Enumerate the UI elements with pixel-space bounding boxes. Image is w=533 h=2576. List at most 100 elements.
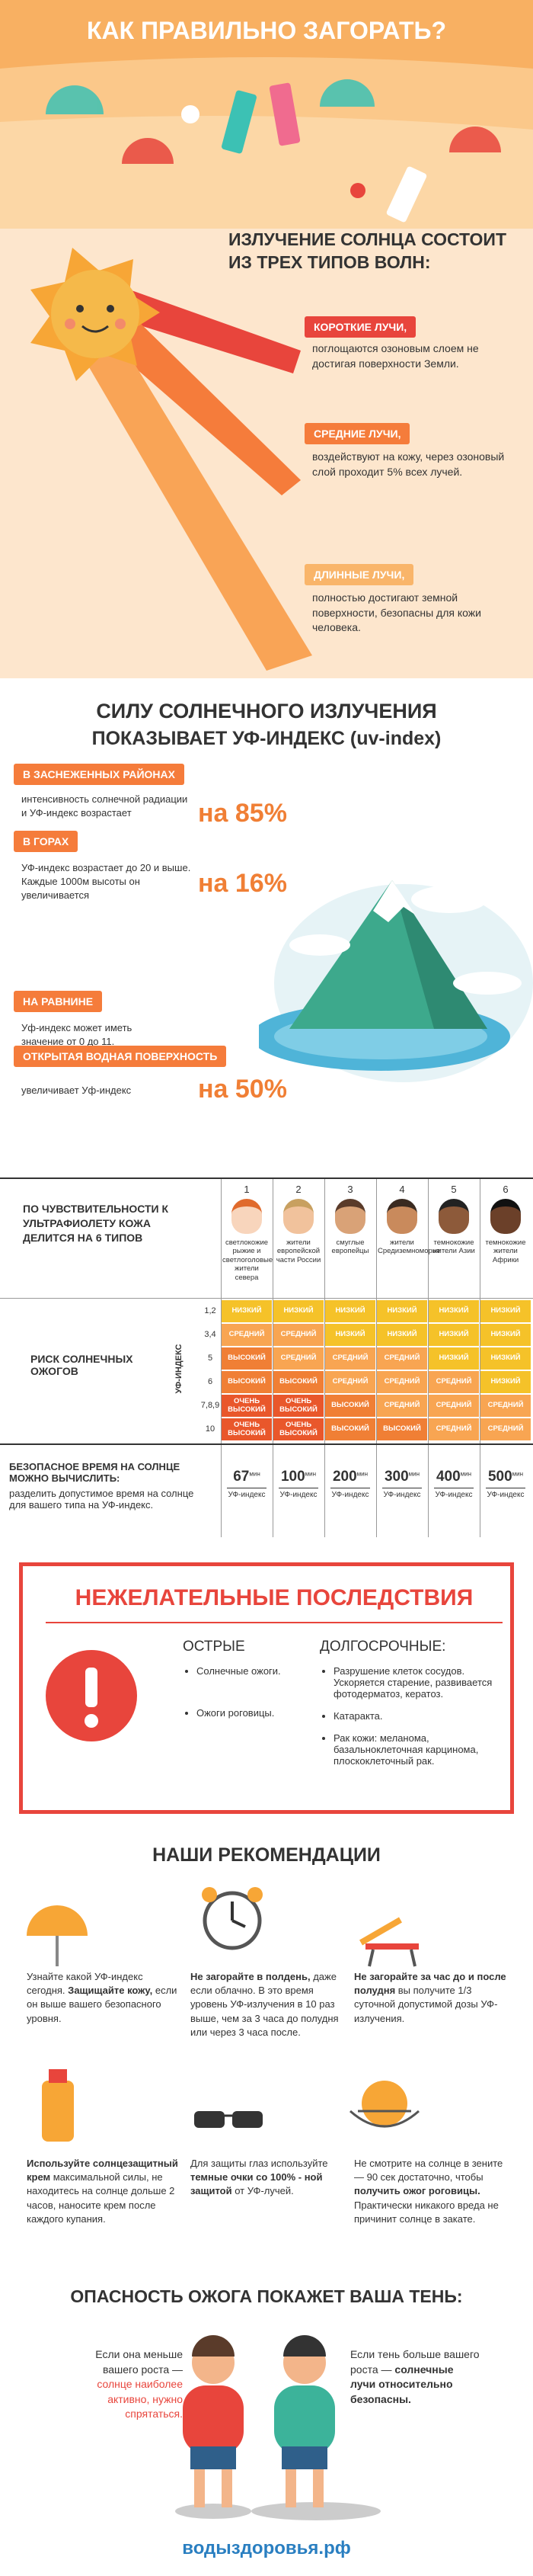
uv-value: 10 (205, 1424, 215, 1434)
type-number: 6 (503, 1184, 509, 1195)
uv-value: 6 (207, 1377, 213, 1386)
text-part: Если она меньше вашего роста — (95, 2348, 183, 2376)
footer-site: водыздоровья.рф (182, 2538, 351, 2558)
acute-title: ОСТРЫЕ (183, 1639, 245, 1655)
rec-text: Не загорайте в полдень, даже если облачн… (190, 1970, 343, 2039)
uv-label: НА РАВНИНЕ (14, 991, 103, 1012)
text-part: Не загорайте за час до и после полудня (354, 1971, 506, 1997)
acute-list: Солнечные ожоги. Ожоги роговицы. (183, 1665, 297, 1749)
shadow-left: Если она меньше вашего роста — солнце на… (69, 2347, 183, 2422)
risk-cell: СРЕДНИЙ (377, 1347, 427, 1370)
risk-cell: СРЕДНИЙ (429, 1371, 479, 1393)
type-text: темнокожие жители Африки (485, 1238, 526, 1264)
safe-unit: мин (512, 1470, 524, 1478)
ray-label: ДЛИННЫЕ ЛУЧИ, (305, 564, 414, 585)
safe-note: УФ-индекс (487, 1491, 525, 1499)
risk-cell: ОЧЕНЬ ВЫСОКИЙ (273, 1418, 324, 1440)
uv-value: 3,4 (204, 1330, 216, 1339)
types-caption: ПО ЧУВСТВИТЕЛЬНОСТИ К УЛЬТРАФИОЛЕТУ КОЖА… (23, 1203, 169, 1244)
risk-cell: СРЕДНИЙ (325, 1347, 375, 1370)
long-item: Катаракта. (334, 1710, 503, 1722)
rec-title: НАШИ РЕКОМЕНДАЦИИ (152, 1844, 381, 1866)
risk-cell: СРЕДНИЙ (429, 1395, 479, 1417)
column-divider (376, 1179, 377, 1537)
safe-unit: мин (408, 1470, 420, 1478)
safe-time: 200мин УФ-индекс (324, 1469, 376, 1499)
uv-title: ПОКАЗЫВАЕТ УФ-ИНДЕКС (uv-index) (91, 728, 442, 749)
rec-icons (27, 1887, 420, 2142)
risk-cell: СРЕДНИЙ (480, 1395, 531, 1417)
ray-text: воздействуют на кожу, через озоновый сло… (312, 450, 505, 478)
consequences-title: НЕЖЕЛАТЕЛЬНЫЕ ПОСЛЕДСТВИЯ (46, 1585, 503, 1623)
ray-label: КОРОТКИЕ ЛУЧИ, (305, 316, 417, 338)
face-icon (231, 1199, 262, 1234)
risk-cell: НИЗКИЙ (377, 1324, 427, 1346)
mountain-illustration (259, 880, 533, 1082)
column-divider (428, 1179, 429, 1537)
safe-value: 300 (384, 1469, 409, 1485)
text-part: Узнайте какой УФ-индекс сегодня. (27, 1971, 143, 1997)
risk-caption: РИСК СОЛНЕЧНЫХ ОЖОГОВ (30, 1353, 133, 1377)
shadow-title: ОПАСНОСТЬ ОЖОГА ПОКАЖЕТ ВАША ТЕНЬ: (70, 2286, 463, 2306)
text-part: Для защиты глаз используйте (190, 2158, 328, 2169)
text-part: Используйте солнцезащитный крем (27, 2158, 178, 2184)
text-part: вы получите 1/3 суточной допустимой дозы… (354, 1985, 498, 2024)
safe-time: 67мин УФ-индекс (221, 1469, 273, 1499)
text-part: солнечные лучи относительно безопасны. (350, 2363, 454, 2405)
type-text: темнокожие жители Азии (432, 1238, 475, 1256)
uv-label: В ГОРАХ (14, 831, 78, 852)
uv-value: 5 (207, 1354, 213, 1363)
rec-text: Для защиты глаз используйте темные очки … (190, 2157, 343, 2199)
uv-text: УФ-индекс возрастает до 20 и выше. Кажды… (21, 862, 191, 902)
row-divider (0, 1298, 533, 1299)
face-icon (335, 1199, 365, 1234)
uv-label: ОТКРЫТАЯ ВОДНАЯ ПОВЕРХНОСТЬ (14, 1046, 227, 1067)
safe-unit: мин (305, 1470, 317, 1478)
risk-cell: СРЕДНИЙ (222, 1324, 272, 1346)
risk-cell: СРЕДНИЙ (273, 1324, 324, 1346)
rec-text: Не загорайте за час до и после полудня в… (354, 1970, 506, 2026)
long-title: ДОЛГОСРОЧНЫЕ: (320, 1639, 446, 1655)
risk-cell: ВЫСОКИЙ (325, 1418, 375, 1440)
acute-item: Солнечные ожоги. (196, 1665, 297, 1677)
type-text: светлокожие рыжие и светлоголовые жители… (222, 1238, 273, 1282)
risk-cell: НИЗКИЙ (222, 1300, 272, 1322)
text-part: получить ожог роговицы. (354, 2185, 480, 2197)
safe-caption: БЕЗОПАСНОЕ ВРЕМЯ НА СОЛНЦЕ МОЖНО ВЫЧИСЛИ… (9, 1461, 180, 1484)
text-part: от УФ-лучей. (231, 2185, 294, 2197)
risk-cell: СРЕДНИЙ (377, 1371, 427, 1393)
risk-cell: СРЕДНИЙ (273, 1347, 324, 1370)
uv-text: Уф-индекс может иметь значение от 0 до 1… (21, 1022, 132, 1048)
uv-text: интенсивность солнечной радиации и УФ-ин… (21, 793, 188, 819)
face-icon (387, 1199, 417, 1234)
type-number: 2 (295, 1184, 302, 1195)
text-part: Защищайте кожу, (68, 1985, 153, 1997)
acute-item: Ожоги роговицы. (196, 1707, 297, 1719)
row-divider (0, 1443, 533, 1445)
safe-value: 400 (436, 1469, 461, 1485)
type-text: жители европейской части России (276, 1238, 321, 1264)
sun-title: ИЗЛУЧЕНИЕ СОЛНЦА СОСТОИТ ИЗ ТРЕХ ТИПОВ В… (228, 229, 507, 272)
safe-time: 300мин УФ-индекс (376, 1469, 428, 1499)
skin-table: ПО ЧУВСТВИТЕЛЬНОСТИ К УЛЬТРАФИОЛЕТУ КОЖА… (0, 1177, 533, 1537)
risk-cell: НИЗКИЙ (325, 1324, 375, 1346)
safe-value: 500 (487, 1469, 512, 1485)
risk-cell: ОЧЕНЬ ВЫСОКИЙ (222, 1395, 272, 1417)
text-part: Не загорайте в полдень, (190, 1971, 311, 1982)
sun-illustration (0, 229, 533, 678)
risk-cell: НИЗКИЙ (480, 1371, 531, 1393)
text-part: солнце наиболее активно, нужно спрятатьс… (97, 2378, 183, 2421)
uv-label: В ЗАСНЕЖЕННЫХ РАЙОНАХ (14, 764, 184, 785)
risk-cell: СРЕДНИЙ (429, 1418, 479, 1440)
risk-cell: НИЗКИЙ (429, 1347, 479, 1370)
safe-unit: мин (356, 1470, 369, 1478)
risk-cell: ОЧЕНЬ ВЫСОКИЙ (273, 1395, 324, 1417)
risk-cell: НИЗКИЙ (377, 1300, 427, 1322)
risk-cell: НИЗКИЙ (273, 1300, 324, 1322)
type-text: смуглые европейцы (331, 1238, 369, 1256)
rec-text: Не смотрите на солнце в зените — 90 сек … (354, 2157, 506, 2226)
type-text: жители Средиземноморья (378, 1238, 440, 1256)
risk-cell: СРЕДНИЙ (480, 1418, 531, 1440)
long-item: Рак кожи: меланома, базальноклеточная ка… (334, 1732, 503, 1767)
risk-cell: НИЗКИЙ (480, 1300, 531, 1322)
